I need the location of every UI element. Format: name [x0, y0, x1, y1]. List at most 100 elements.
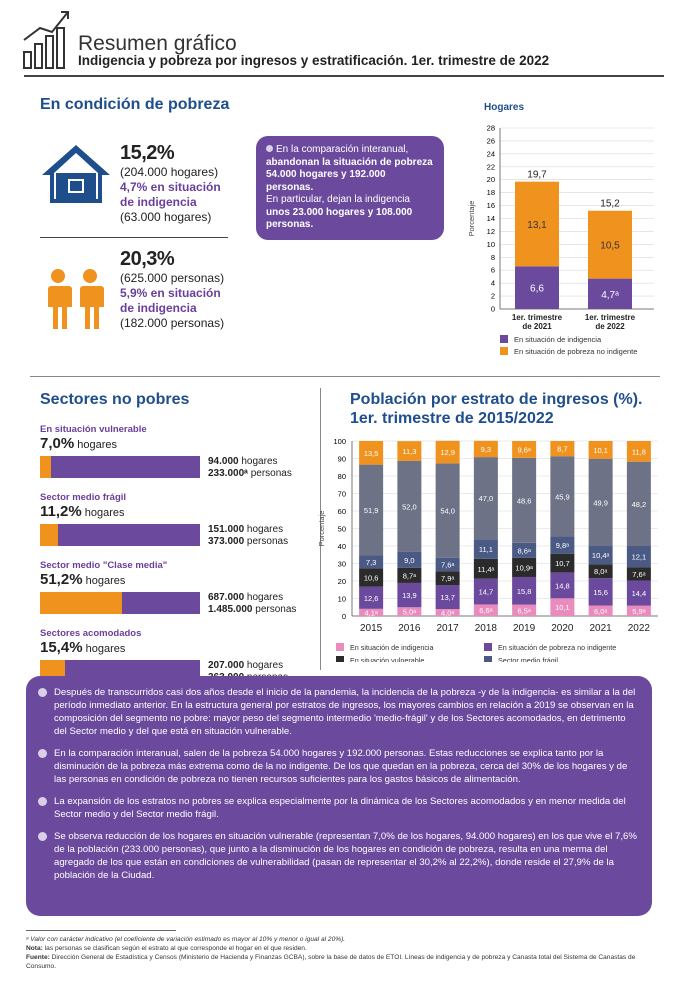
- bar-segment: [550, 441, 575, 457]
- nonpoor-list: En situación vulnerable 7,0% hogares 94.00…: [40, 424, 312, 684]
- summary-bullet-1: Después de transcurridos casi dos años d…: [38, 686, 638, 738]
- bar-segment: [473, 604, 498, 616]
- bar-value-label: 15,8: [517, 587, 532, 596]
- y-tick-label: 0: [342, 612, 346, 621]
- legend-label: En situación de indigencia: [350, 643, 434, 652]
- chart-title: Hogares: [484, 102, 524, 113]
- bar-value-label: 6,0ᵃ: [594, 607, 607, 616]
- callout-line-1: En la comparación interanual,: [276, 144, 409, 155]
- legend-swatch: [336, 643, 344, 651]
- legend-swatch: [336, 656, 344, 662]
- y-tick-label: 2: [491, 292, 495, 301]
- nonpoor-item-pct: 7,0% hogares: [40, 435, 117, 452]
- hogares-indigence-line2: de indigencia: [120, 195, 197, 209]
- bar-total-label: 19,7: [527, 170, 547, 181]
- nonpoor-progress-fill: [40, 524, 58, 546]
- bar-segment: [588, 578, 613, 606]
- bar-value-label: 6,6: [530, 284, 544, 295]
- strata-chart-title: Población por estrato de ingresos (%). 1…: [350, 390, 643, 428]
- callout-bullet-icon: [266, 145, 273, 152]
- bar-value-label: 8,6ᵃ: [518, 546, 531, 555]
- personas-indigence-line2: de indigencia: [120, 301, 197, 315]
- bar-segment: [512, 441, 537, 458]
- bar-segment: [473, 558, 498, 579]
- nonpoor-personas-unit: personas: [244, 536, 289, 547]
- nonpoor-pct-value: 51,2%: [40, 571, 83, 588]
- section-divider: [30, 376, 660, 377]
- bar-segment: [473, 578, 498, 605]
- y-tick-label: 70: [338, 490, 346, 499]
- nonpoor-hogares-value: 207.000: [208, 660, 245, 671]
- bar-segment: [397, 441, 422, 461]
- house-icon: [42, 145, 110, 203]
- y-tick-label: 4: [491, 279, 495, 288]
- bar-value-label: 9,6ᵃ: [518, 445, 531, 454]
- fuente-text: Dirección General de Estadística y Censo…: [26, 954, 636, 970]
- nonpoor-pct-value: 7,0%: [40, 435, 75, 452]
- callout-line-4: En particular, dejan la indigencia: [266, 194, 410, 205]
- y-tick-label: 16: [487, 201, 495, 210]
- nonpoor-progress-fill: [40, 456, 52, 478]
- personas-poverty-count: (625.000 personas): [120, 271, 225, 285]
- bar-segment: [435, 585, 460, 609]
- bar-segment: [626, 546, 651, 568]
- nonpoor-pct-unit: hogares: [74, 439, 118, 451]
- y-axis-label: Porcentaje: [467, 201, 476, 237]
- y-tick-label: 20: [338, 577, 346, 586]
- nonpoor-progress-bar: [40, 524, 200, 546]
- strata-title-line2: 1er. trimestre de 2015/2022: [350, 410, 554, 427]
- footnote-a: ᵃ Valor con carácter indicativo (el coef…: [26, 936, 346, 943]
- nonpoor-pct-unit: hogares: [82, 643, 126, 655]
- bar-segment: [512, 542, 537, 558]
- bar-value-label: 5,9ᵃ: [632, 607, 645, 616]
- bar-value-label: 8,7: [557, 445, 567, 454]
- nonpoor-item: Sector medio "Clase media" 51,2% hogares 6…: [40, 560, 312, 624]
- y-tick-label: 10: [338, 595, 346, 604]
- bar-value-label: 15,6: [593, 588, 608, 597]
- nonpoor-hogares-unit: hogares: [244, 660, 284, 671]
- bar-value-label: 7,3: [366, 558, 376, 567]
- y-tick-label: 14: [487, 214, 495, 223]
- callout-line-3: 54.000 hogares y 192.000 personas.: [266, 169, 386, 193]
- bar-value-label: 48,2: [632, 500, 647, 509]
- nonpoor-personas-value: 373.000: [208, 536, 245, 547]
- personas-stats: 20,3% (625.000 personas) 5,9% en situaci…: [120, 248, 270, 331]
- nonpoor-pct-value: 15,4%: [40, 639, 83, 656]
- nonpoor-item-values: 687.000 hogares 1.485.000 personas: [208, 592, 312, 616]
- bar-value-label: 4,0ᵃ: [441, 609, 454, 618]
- hogares-indigence-count: (63.000 hogares): [120, 210, 212, 224]
- bar-segment: [473, 457, 498, 540]
- bar-value-label: 8,0ᵃ: [594, 567, 607, 576]
- bar-value-label: 5,0ᵃ: [403, 608, 416, 617]
- footnote-divider: [26, 930, 176, 931]
- bar-value-label: 10,1: [555, 603, 570, 612]
- legend-swatch: [484, 656, 492, 662]
- hogares-poverty-pct: 15,2%: [120, 142, 175, 164]
- bar-segment: [512, 457, 537, 543]
- bar-value-label: 14,4: [632, 589, 647, 598]
- nonpoor-item-label: Sector medio frágil: [40, 492, 127, 503]
- bar-segment: [515, 181, 559, 267]
- x-category-label: de 2022: [595, 322, 625, 331]
- x-category-label: de 2021: [522, 322, 552, 331]
- bar-value-label: 13,7: [440, 593, 455, 602]
- bar-segment: [435, 609, 460, 616]
- x-category-label: 1er. trimestre: [512, 313, 563, 322]
- bar-segment: [588, 441, 613, 459]
- bar-value-label: 7,6ᵃ: [441, 561, 454, 570]
- nonpoor-hogares-unit: hogares: [244, 592, 284, 603]
- nonpoor-item-values: 151.000 hogares 373.000 personas: [208, 524, 312, 548]
- bar-segment: [515, 266, 559, 309]
- bar-segment: [626, 567, 651, 581]
- x-category-label: 2016: [398, 623, 421, 634]
- callout-line-2: abandonan la situación de pobreza: [266, 156, 433, 168]
- bar-value-label: 47,0: [479, 494, 494, 503]
- bar-segment: [359, 586, 384, 609]
- bar-segment: [359, 568, 384, 587]
- bar-value-label: 11,1: [479, 545, 493, 554]
- nonpoor-hogares-unit: hogares: [244, 524, 284, 535]
- fuente-label: Fuente:: [26, 954, 50, 961]
- bar-segment: [397, 460, 422, 552]
- nonpoor-personas-value: 233.000ᵃ: [208, 468, 248, 479]
- nonpoor-item: En situación vulnerable 7,0% hogares 94.00…: [40, 424, 312, 488]
